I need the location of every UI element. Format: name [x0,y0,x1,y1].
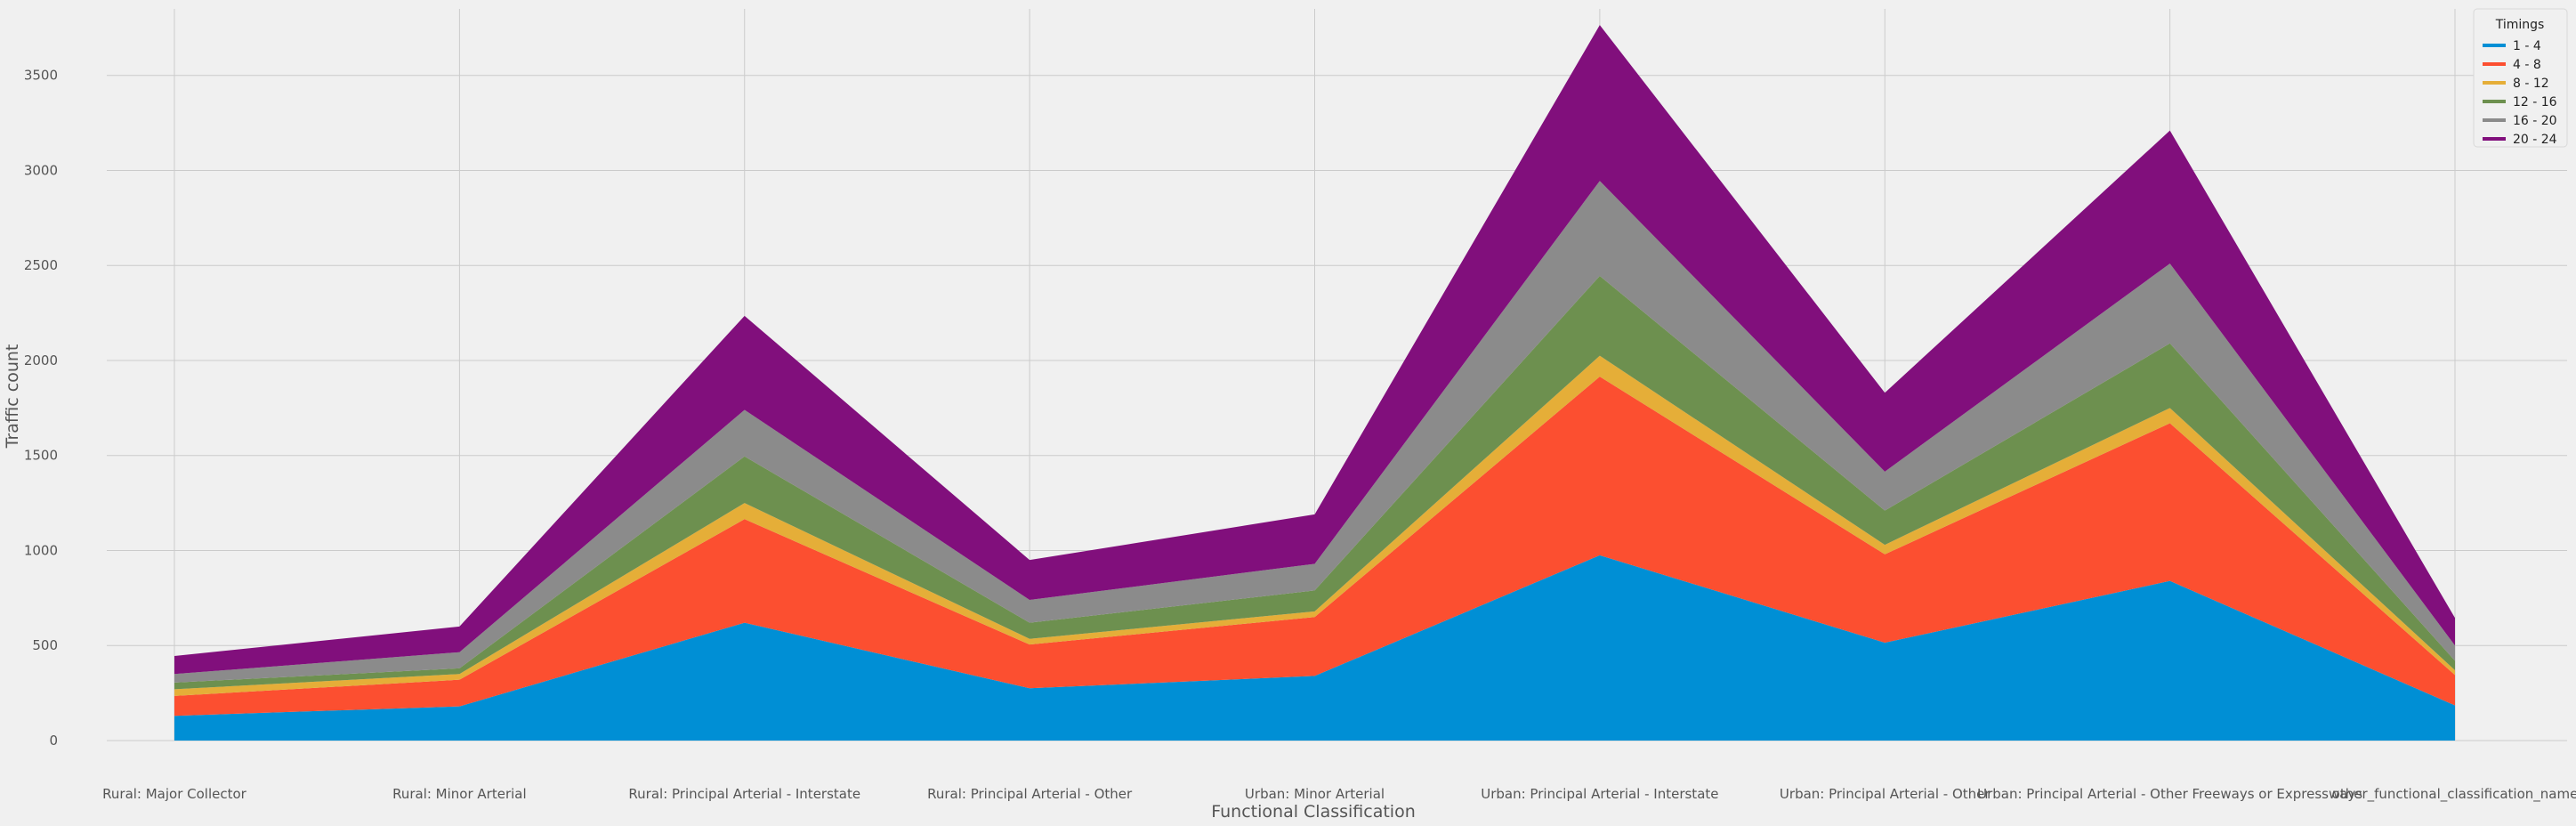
x-tick-label: Urban: Principal Arterial - Interstate [1481,786,1718,802]
legend-entry-label: 20 - 24 [2513,133,2557,147]
y-tick-label: 1000 [24,542,58,558]
area-series-0 [174,555,2455,741]
x-tick-label: Rural: Minor Arterial [392,786,527,802]
y-tick-label: 1500 [24,448,58,464]
x-tick-label: Rural: Major Collector [102,786,247,802]
y-tick-label: 2500 [24,257,58,273]
y-tick-label: 3500 [24,68,58,84]
legend-entry-label: 1 - 4 [2513,39,2541,53]
x-tick-label: Urban: Principal Arterial - Other [1780,786,1991,802]
legend-entry-label: 16 - 20 [2513,114,2557,128]
legend-title: Timings [2495,18,2545,32]
area-series-5 [174,25,2455,675]
x-tick-label: Rural: Principal Arterial - Interstate [628,786,860,802]
legend-entry-label: 12 - 16 [2513,95,2557,109]
y-tick-label: 2000 [24,352,58,368]
area-series-4 [174,181,2455,683]
legend: Timings 1 - 4 4 - 8 8 - 12 12 - 16 16 - 20 20… [2473,8,2568,148]
axis-ticks: 0 500 1000 1500 2000 2500 3000 3500 Rural: Major… [24,68,2576,803]
y-axis-label: Traffic count [3,344,22,449]
legend-box [2473,8,2568,148]
area-series-1 [174,377,2455,717]
legend-entry-label: 8 - 12 [2513,77,2549,91]
x-tick-label: Urban: Minor Arterial [1245,786,1385,802]
area-series [174,25,2455,741]
y-tick-label: 500 [32,637,58,653]
x-tick-label: Urban: Principal Arterial - Other Freewa… [1977,786,2362,802]
y-tick-label: 0 [49,733,58,749]
x-tick-label: other_functional_classification_name [2332,786,2576,803]
x-tick-label: Rural: Principal Arterial - Other [927,786,1133,802]
area-series-3 [174,275,2455,690]
y-tick-label: 3000 [24,162,58,178]
x-axis-label: Functional Classification [1211,802,1416,822]
legend-entry-label: 4 - 8 [2513,58,2541,72]
